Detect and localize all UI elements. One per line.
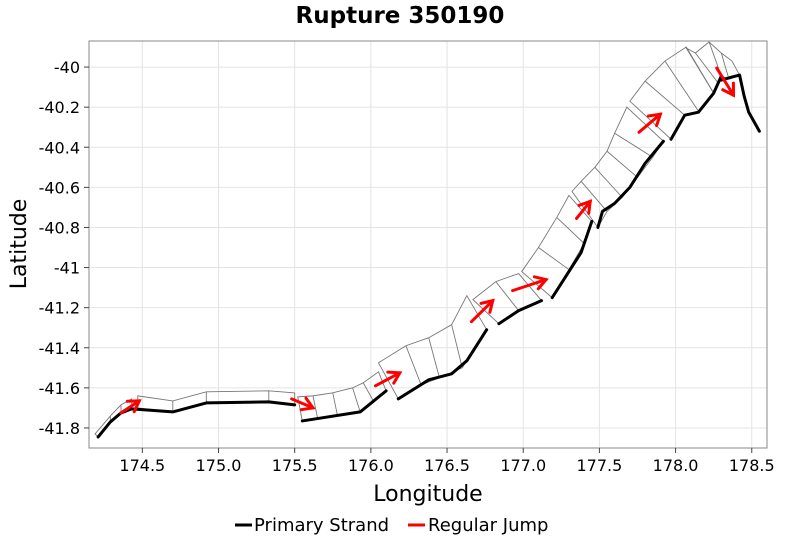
legend: Primary Strand Regular Jump: [235, 515, 548, 536]
x-tick-label: 178.0: [653, 456, 699, 475]
surface-patch-divider: [362, 382, 375, 403]
rupture-surface-patches: [94, 41, 741, 438]
y-tick-label: -41.6: [39, 379, 80, 398]
regular-jump-arrow: [469, 299, 495, 324]
y-tick-label: -40.8: [39, 218, 80, 237]
surface-patch-divider: [538, 247, 570, 270]
x-tick-label: 177.5: [576, 456, 622, 475]
primary-strand-segment: [550, 219, 594, 300]
legend-label-regular-jump: Regular Jump: [428, 515, 548, 536]
grid: [89, 41, 767, 448]
x-tick-label: 176.5: [424, 456, 470, 475]
primary-strand-segment: [669, 74, 723, 141]
legend-label-primary-strand: Primary Strand: [254, 515, 389, 536]
x-tick-label: 178.5: [729, 456, 775, 475]
surface-patch-divider: [695, 52, 719, 84]
primary-strand-segment: [497, 299, 544, 326]
surface-patch-divider: [606, 150, 638, 178]
surface-patch-divider: [352, 387, 361, 413]
y-tick-label: -40.4: [39, 138, 80, 157]
surface-patch-divider: [594, 167, 623, 198]
regular-jump-arrow: [715, 66, 735, 97]
regular-jump-arrow: [119, 399, 141, 415]
regular-jump-arrowhead: [125, 399, 142, 414]
x-tick-label: 175.0: [196, 456, 242, 475]
primary-strand-segment: [96, 400, 297, 439]
y-axis-ticks: -40 -40.2 -40.4 -40.6 -40.8 -41 -41.2 -41.4 -41.…: [39, 58, 89, 438]
surface-patch-divider: [495, 281, 520, 311]
regular-jump-arrowhead: [646, 112, 663, 128]
x-tick-label: 174.5: [119, 456, 165, 475]
y-tick-label: -41: [54, 259, 80, 278]
surface-patch-divider: [312, 395, 318, 419]
primary-strand-segment: [396, 328, 489, 401]
y-tick-label: -40.6: [39, 178, 80, 197]
y-tick-label: -40: [54, 58, 80, 77]
regular-jump-arrowhead: [299, 396, 316, 412]
regular-jump-arrowhead: [386, 370, 403, 385]
series-layer: [96, 66, 761, 439]
primary-strand-segment: [300, 389, 388, 423]
chart-title: Rupture 350190: [296, 3, 505, 29]
surface-patch-divider: [405, 345, 422, 386]
regular-jump-arrow: [511, 278, 548, 293]
regular-jump-arrow: [290, 397, 315, 410]
primary-strand-segment: [596, 139, 665, 229]
surface-patch-divider: [556, 217, 585, 244]
surface-patch-divider: [664, 60, 699, 112]
surface-patch-divider: [614, 132, 653, 158]
y-tick-label: -40.2: [39, 98, 80, 117]
regular-jump-arrow: [637, 112, 662, 134]
surface-patch-divider: [644, 80, 686, 116]
surface-patch-outline: [684, 41, 741, 95]
primary-strand-segment: [719, 73, 761, 133]
x-tick-label: 176.0: [348, 456, 394, 475]
regular-jump-arrow: [373, 371, 402, 388]
regular-jump-arrowhead: [721, 81, 735, 98]
plot-frame: [88, 40, 768, 449]
surface-patch-divider: [451, 324, 463, 368]
x-tick-label: 177.0: [500, 456, 546, 475]
x-axis-ticks: 174.5 175.0 175.5 176.0 176.5 177.0 177.5 178.0…: [119, 448, 775, 475]
regular-jump-arrowhead: [532, 275, 549, 291]
surface-patch-divider: [580, 181, 608, 212]
surface-patch-divider: [428, 337, 440, 378]
regular-jump-arrow: [575, 199, 592, 220]
regular-jump-arrowhead: [577, 199, 593, 215]
x-axis-label: Longitude: [373, 482, 482, 507]
y-tick-label: -41.4: [39, 339, 80, 358]
y-axis-label: Latitude: [7, 199, 32, 290]
y-tick-label: -41.8: [39, 419, 80, 438]
surface-patch-divider: [332, 392, 338, 416]
y-tick-label: -41.2: [39, 299, 80, 318]
surface-patch-divider: [720, 52, 730, 80]
regular-jump-arrowhead: [479, 298, 495, 314]
x-tick-label: 175.5: [272, 456, 318, 475]
surface-patch-outline: [472, 273, 543, 325]
